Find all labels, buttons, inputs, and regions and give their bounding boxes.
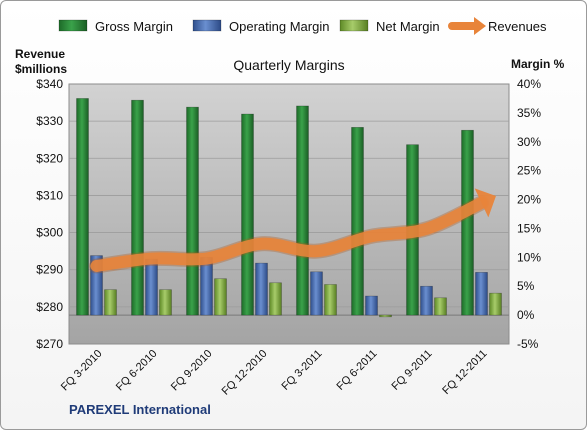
left-tick-label: $290 xyxy=(36,263,63,277)
legend-label: Gross Margin xyxy=(95,19,173,34)
left-axis-ticks: $270 $280 $290 $300 $310 $320 $330 $340 xyxy=(36,77,63,351)
right-tick-label: 30% xyxy=(517,135,541,149)
revenue-arrowhead xyxy=(474,188,496,218)
x-tick-label: FQ 3-2011 xyxy=(280,348,325,393)
net-margin-bar xyxy=(159,289,172,316)
left-tick-label: $310 xyxy=(36,188,63,202)
left-tick-label: $300 xyxy=(36,226,63,240)
right-axis-ticks: -5% 0% 5% 10% 15% 20% 25% 30% 35% 40% xyxy=(517,77,541,351)
legend-label: Operating Margin xyxy=(229,19,329,34)
revenue-line xyxy=(89,188,496,274)
x-tick-label: FQ 12-2010 xyxy=(220,348,270,398)
net-margin-bar xyxy=(379,314,392,318)
net-margin-bar xyxy=(104,289,117,316)
operating-margin-bar xyxy=(420,285,433,316)
gross-margin-bar xyxy=(241,113,254,316)
x-tick-label: FQ 12-2011 xyxy=(440,348,489,397)
operating-margin-bar xyxy=(310,271,323,316)
x-tick-label: FQ 6-2010 xyxy=(114,348,160,394)
gross-margin-bar xyxy=(461,129,474,316)
legend-net-margin: Net Margin xyxy=(339,19,440,34)
legend-swatch xyxy=(339,19,369,32)
legend-gross-margin: Gross Margin xyxy=(58,19,173,34)
company-name: PAREXEL International xyxy=(69,402,211,417)
legend-label: Revenues xyxy=(488,19,547,34)
legend: Gross Margin Operating Margin Net Margin Re… xyxy=(58,17,547,35)
net-margin-bar xyxy=(324,284,337,316)
revenue-line-path xyxy=(90,196,488,272)
left-tick-label: $270 xyxy=(36,337,63,351)
net-margin-bar xyxy=(489,292,502,316)
gross-margin-bar xyxy=(296,105,309,316)
legend-operating-margin: Operating Margin xyxy=(192,19,329,34)
right-tick-label: 20% xyxy=(517,193,541,207)
legend-label: Net Margin xyxy=(376,19,440,34)
legend-revenues: Revenues xyxy=(448,17,547,35)
right-tick-label: 35% xyxy=(517,106,541,120)
x-tick-label: FQ 9-2011 xyxy=(390,348,435,393)
right-tick-label: 5% xyxy=(517,279,535,293)
operating-margin-bar xyxy=(475,272,488,316)
right-tick-label: 10% xyxy=(517,250,541,264)
x-axis-ticks: FQ 3-2010 FQ 6-2010 FQ 9-2010 FQ 12-2010 FQ … xyxy=(59,348,490,398)
left-tick-label: $280 xyxy=(36,300,63,314)
left-tick-label: $330 xyxy=(36,114,63,128)
x-tick-label: FQ 6-2011 xyxy=(335,348,380,393)
right-axis-title: Margin % xyxy=(511,57,565,71)
right-tick-label: 40% xyxy=(517,77,541,91)
gross-margin-bar xyxy=(186,106,199,316)
operating-margin-bar xyxy=(365,295,378,316)
chart-title: Quarterly Margins xyxy=(233,57,344,73)
operating-margin-bar xyxy=(255,262,268,316)
gross-margin-bar xyxy=(76,98,89,316)
legend-swatch xyxy=(192,19,222,32)
net-margin-bar xyxy=(214,278,227,316)
net-margin-bar xyxy=(434,297,447,316)
net-margin-bar xyxy=(269,282,282,316)
gross-margin-bar xyxy=(131,99,144,316)
operating-margin-bar xyxy=(145,258,158,316)
legend-arrow xyxy=(474,17,486,35)
gross-margin-bar xyxy=(351,127,364,316)
right-tick-label: 0% xyxy=(517,308,535,322)
left-axis-title-line1: Revenue xyxy=(15,47,65,61)
x-tick-label: FQ 3-2010 xyxy=(59,348,105,394)
x-tick-label: FQ 9-2010 xyxy=(169,348,215,394)
left-axis-title-line2: $millions xyxy=(15,62,67,76)
right-tick-label: 25% xyxy=(517,164,541,178)
right-tick-label: 15% xyxy=(517,221,541,235)
legend-swatch xyxy=(58,19,88,32)
right-tick-label: -5% xyxy=(517,337,539,351)
left-tick-label: $340 xyxy=(36,77,63,91)
left-tick-label: $320 xyxy=(36,151,63,165)
